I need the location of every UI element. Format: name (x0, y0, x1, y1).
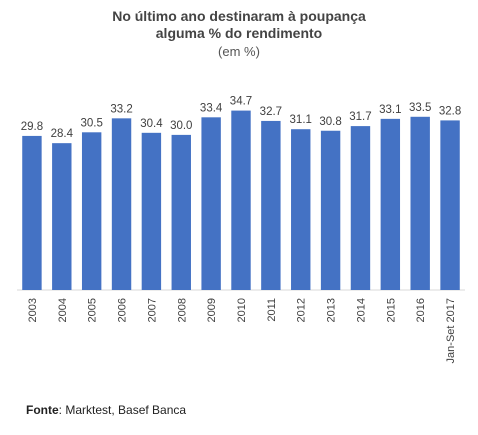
bar-2015 (380, 118, 401, 290)
data-label: 31.7 (349, 111, 371, 123)
source-text: : Marktest, Basef Banca (58, 403, 187, 417)
bar-2007 (141, 132, 162, 290)
source-label: Fonte (26, 403, 59, 417)
chart-title-line-1: No último ano destinaram à poupança (112, 8, 366, 24)
x-tick-label: 2004 (57, 298, 69, 322)
x-tick-label: 2005 (87, 298, 99, 322)
data-label: 30.0 (170, 120, 192, 132)
x-tick-label: 2015 (385, 298, 397, 322)
bar-jan-set-2017 (440, 120, 460, 290)
x-tick-label: 2013 (326, 298, 338, 322)
bar-2014 (350, 126, 371, 290)
x-tick-label: 2016 (415, 298, 427, 322)
bar-2003 (22, 135, 42, 290)
x-tick-label: 2011 (266, 298, 278, 322)
bar-2005 (81, 132, 102, 290)
chart-title-line-2: alguma % do rendimento (155, 25, 323, 41)
data-label: 31.1 (290, 114, 312, 126)
bar-2012 (291, 129, 311, 290)
x-tick-label: 2003 (27, 298, 39, 322)
bar-2013 (320, 130, 341, 290)
data-label: 30.4 (140, 118, 163, 130)
data-label: 30.5 (80, 117, 102, 129)
x-tick-label: 2009 (206, 298, 218, 322)
bar-2009 (201, 117, 221, 290)
data-label: 33.1 (379, 104, 401, 116)
data-label: 33.4 (200, 102, 223, 114)
source-note: Fonte: Marktest, Basef Banca (26, 403, 186, 417)
bar-2008 (171, 134, 191, 290)
data-label: 33.5 (409, 102, 431, 114)
data-label: 29.8 (21, 121, 43, 133)
x-tick-label: 2012 (296, 298, 308, 322)
bar-2004 (52, 143, 72, 290)
data-label: 30.8 (319, 116, 341, 128)
data-label: 32.8 (439, 105, 461, 117)
chart-subtitle: (em %) (218, 44, 260, 59)
x-tick-label: Jan-Set 2017 (445, 298, 457, 363)
chart-title: No último ano destinaram à poupança algu… (0, 8, 478, 42)
bar-2010 (231, 110, 251, 290)
data-label: 34.7 (230, 96, 252, 108)
bar-2016 (410, 116, 430, 290)
data-label: 32.7 (260, 106, 282, 118)
x-tick-label: 2014 (355, 298, 367, 322)
x-tick-label: 2008 (176, 298, 188, 322)
bar-2011 (261, 120, 281, 291)
x-tick-label: 2007 (146, 298, 158, 322)
bar-2006 (111, 118, 132, 290)
x-tick-label: 2006 (117, 298, 129, 322)
data-label: 28.4 (51, 128, 74, 140)
data-label: 33.2 (110, 103, 132, 115)
x-tick-label: 2010 (236, 298, 248, 322)
